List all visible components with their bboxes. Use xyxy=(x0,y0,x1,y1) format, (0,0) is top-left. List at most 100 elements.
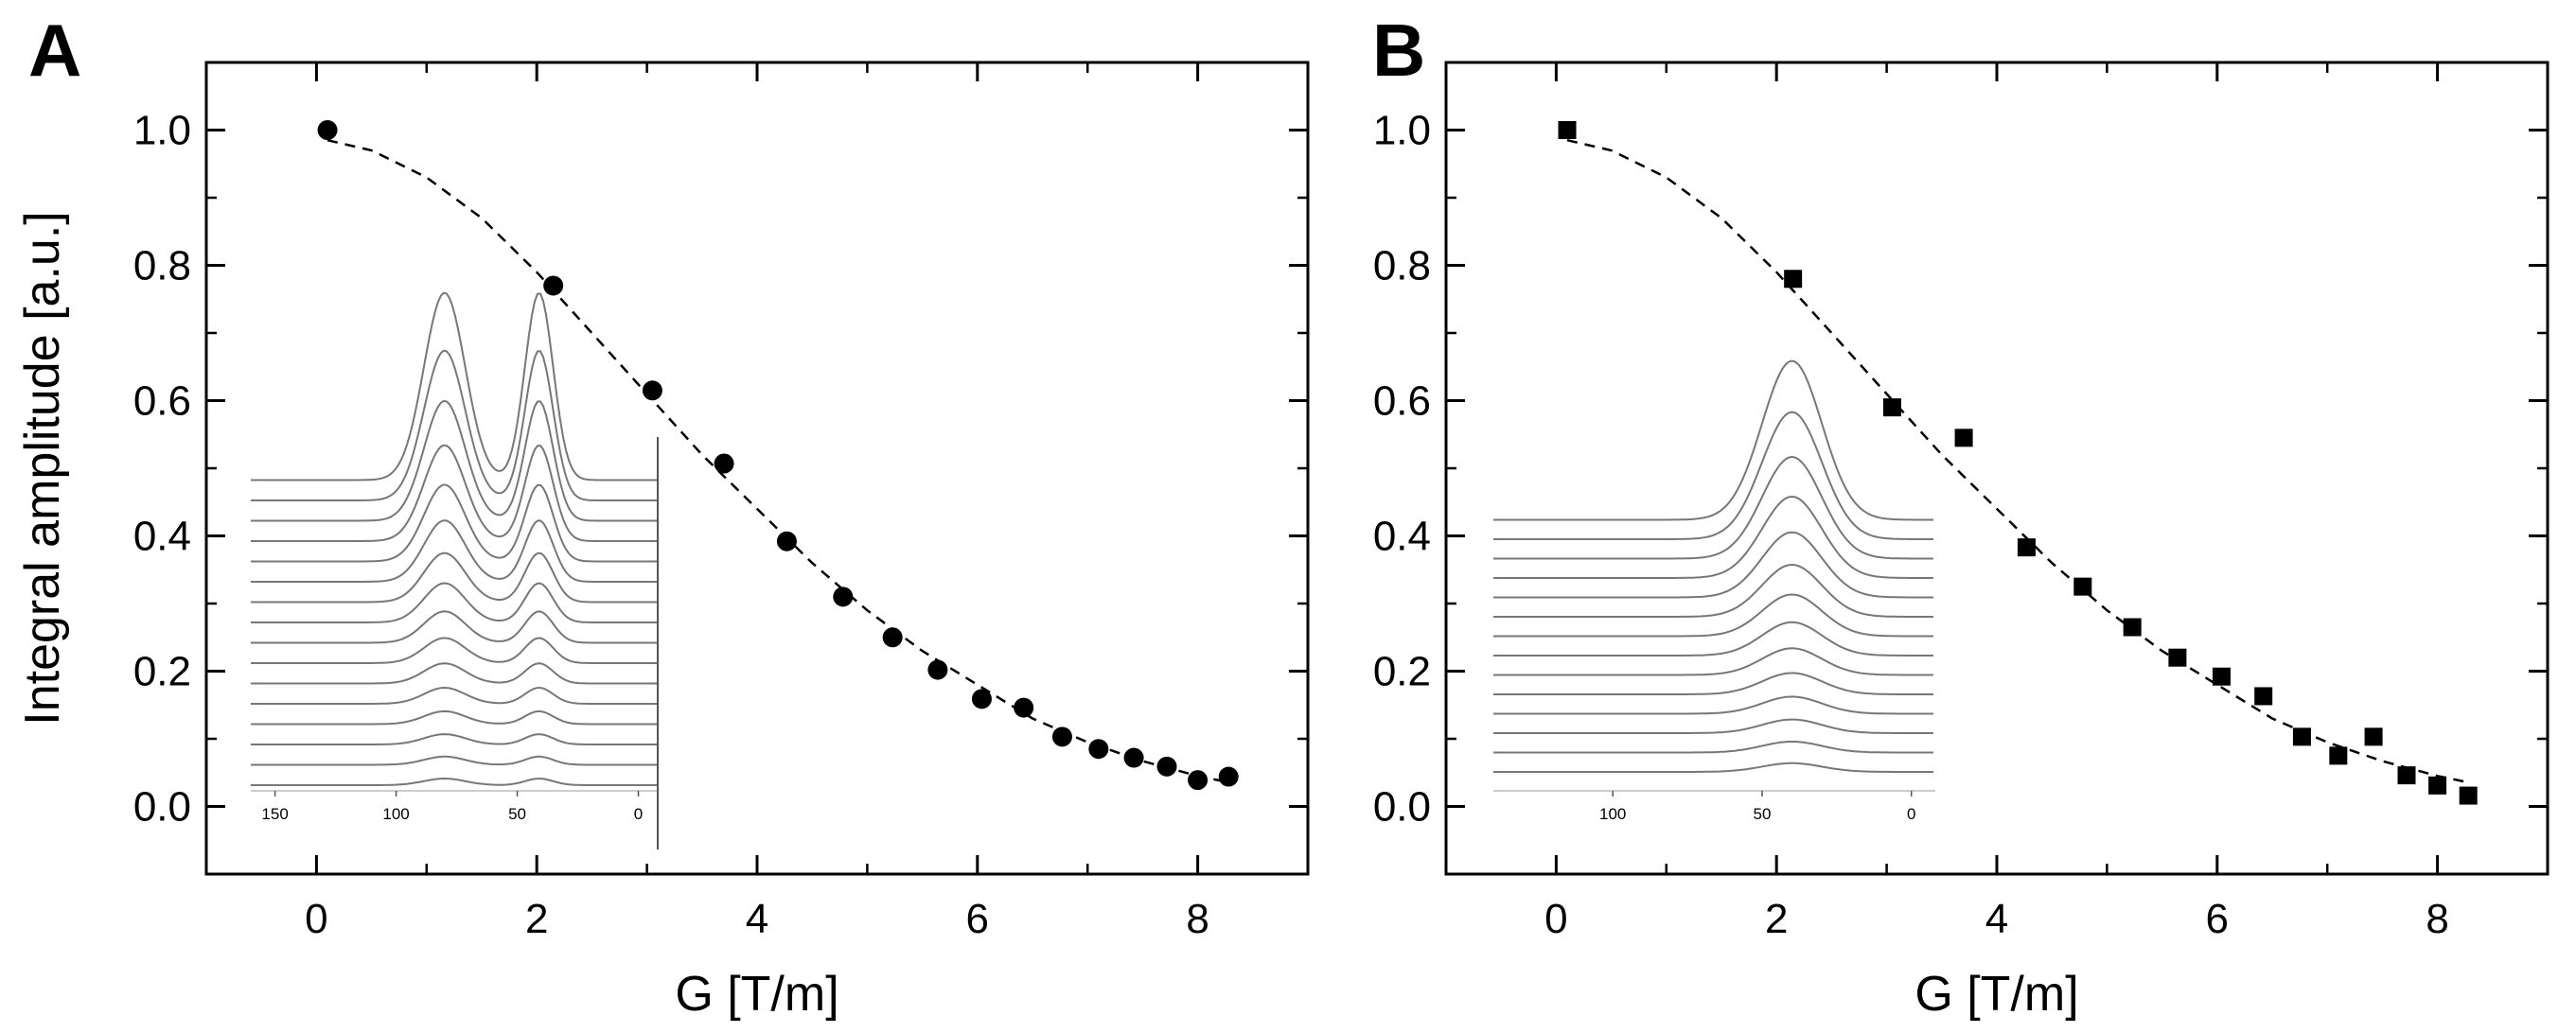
inset-trace xyxy=(1493,495,1933,579)
inset-trace xyxy=(1493,621,1933,657)
inset-trace xyxy=(1493,741,1933,754)
inset-trace xyxy=(251,399,657,522)
inset-trace xyxy=(1493,672,1933,695)
inset-trace xyxy=(251,291,657,481)
panel-a: A 0 2 4 6 8 0.0 0.2 0.4 0.6 0.8 1.0 G [T/m] Integral … xyxy=(15,9,1310,1022)
data-point xyxy=(776,531,797,552)
data-point xyxy=(642,380,662,401)
x-tick-label: 8 xyxy=(1186,896,1209,942)
data-point xyxy=(2428,776,2447,795)
panel-b: B 0 2 4 6 8 0.0 0.2 0.4 0.6 0.8 1.0 G [T/m] 100 50 0 xyxy=(1372,9,2550,1022)
inset-trace xyxy=(1493,762,1933,773)
fit-line xyxy=(326,138,1231,784)
data-point xyxy=(2364,727,2383,746)
inset-trace xyxy=(1493,718,1933,734)
inset-tick-label: 50 xyxy=(1754,805,1772,823)
inset-trace xyxy=(251,582,657,623)
inset-trace xyxy=(251,733,657,745)
y-tick-label: 0.0 xyxy=(1373,784,1431,831)
inset-tick-label: 100 xyxy=(1599,805,1626,823)
y-tick-label: 0.8 xyxy=(1373,243,1431,289)
inset-trace xyxy=(251,755,657,766)
x-tick-label: 0 xyxy=(305,896,327,942)
inset-trace xyxy=(1493,647,1933,676)
x-axis-label: G [T/m] xyxy=(675,967,838,1022)
panel-label: A xyxy=(28,9,81,92)
data-point xyxy=(2292,727,2311,746)
inset-trace xyxy=(251,709,657,726)
y-axis-label: Integral amplitude [a.u.] xyxy=(15,211,70,725)
y-tick-label: 0.2 xyxy=(1373,649,1431,695)
inset-trace xyxy=(1493,359,1933,521)
data-point xyxy=(971,689,992,709)
data-point xyxy=(1014,697,1034,718)
x-axis-label: G [T/m] xyxy=(1914,967,2078,1022)
data-point xyxy=(2168,648,2187,667)
data-point xyxy=(1882,398,1901,417)
data-point xyxy=(2212,667,2231,686)
data-point xyxy=(1218,766,1239,787)
inset-trace xyxy=(251,519,657,583)
inset-trace xyxy=(1493,593,1933,638)
inset-trace xyxy=(1493,563,1933,618)
y-tick-label: 0.8 xyxy=(133,243,191,289)
y-tick-label: 0.0 xyxy=(133,784,191,831)
y-tick-label: 1.0 xyxy=(133,108,191,154)
x-tick-label: 2 xyxy=(1765,896,1788,942)
y-tick-label: 0.2 xyxy=(133,649,191,695)
inset-trace xyxy=(1493,695,1933,715)
inset-tick-label: 0 xyxy=(634,805,643,823)
data-point xyxy=(317,120,338,140)
data-point xyxy=(882,627,903,648)
data-point xyxy=(1784,270,1803,289)
x-tick-label: 2 xyxy=(525,896,548,942)
inset-trace xyxy=(1493,531,1933,599)
fit-line xyxy=(1566,138,2471,784)
inset-trace xyxy=(251,777,657,786)
inset-trace xyxy=(1493,411,1933,540)
data-point xyxy=(2459,786,2478,805)
x-tick-label: 4 xyxy=(746,896,768,942)
data-point xyxy=(2329,746,2348,765)
inset-trace xyxy=(251,444,657,542)
data-point xyxy=(714,453,734,474)
data-point xyxy=(543,275,564,296)
data-point xyxy=(927,659,948,680)
inset-spectra: 100 50 0 xyxy=(1493,359,1935,823)
plot-frame xyxy=(204,61,1310,876)
y-tick-label: 0.4 xyxy=(133,514,191,560)
inset-tick-label: 50 xyxy=(508,805,526,823)
x-tick-label: 6 xyxy=(2206,896,2229,942)
x-tick-label: 4 xyxy=(1985,896,2008,942)
y-tick-label: 0.6 xyxy=(1373,378,1431,425)
inset-spectra: 150 100 50 0 xyxy=(251,291,659,849)
inset-tick-label: 150 xyxy=(261,805,288,823)
data-point xyxy=(2017,538,2036,557)
data-point xyxy=(1156,756,1177,777)
inset-trace xyxy=(251,349,657,501)
data-point xyxy=(2397,766,2416,785)
x-tick-label: 6 xyxy=(966,896,989,942)
inset-trace xyxy=(251,610,657,644)
data-point xyxy=(833,587,854,607)
panel-label: B xyxy=(1372,9,1425,92)
inset-trace xyxy=(1493,455,1933,560)
data-point xyxy=(1954,429,1973,447)
inset-tick-label: 0 xyxy=(1907,805,1915,823)
inset-trace xyxy=(251,662,657,685)
data-point xyxy=(2073,577,2092,596)
inset-trace xyxy=(251,686,657,705)
y-tick-label: 0.4 xyxy=(1373,514,1431,560)
x-tick-label: 0 xyxy=(1544,896,1567,942)
data-point xyxy=(1123,747,1144,768)
inset-trace xyxy=(251,552,657,604)
data-point xyxy=(2254,687,2273,706)
y-tick-label: 0.6 xyxy=(133,378,191,425)
data-point xyxy=(2123,618,2142,637)
inset-trace xyxy=(251,637,657,664)
data-point xyxy=(1051,727,1072,747)
data-point xyxy=(1188,770,1209,791)
data-point xyxy=(1558,121,1577,139)
y-tick-label: 1.0 xyxy=(1373,108,1431,154)
